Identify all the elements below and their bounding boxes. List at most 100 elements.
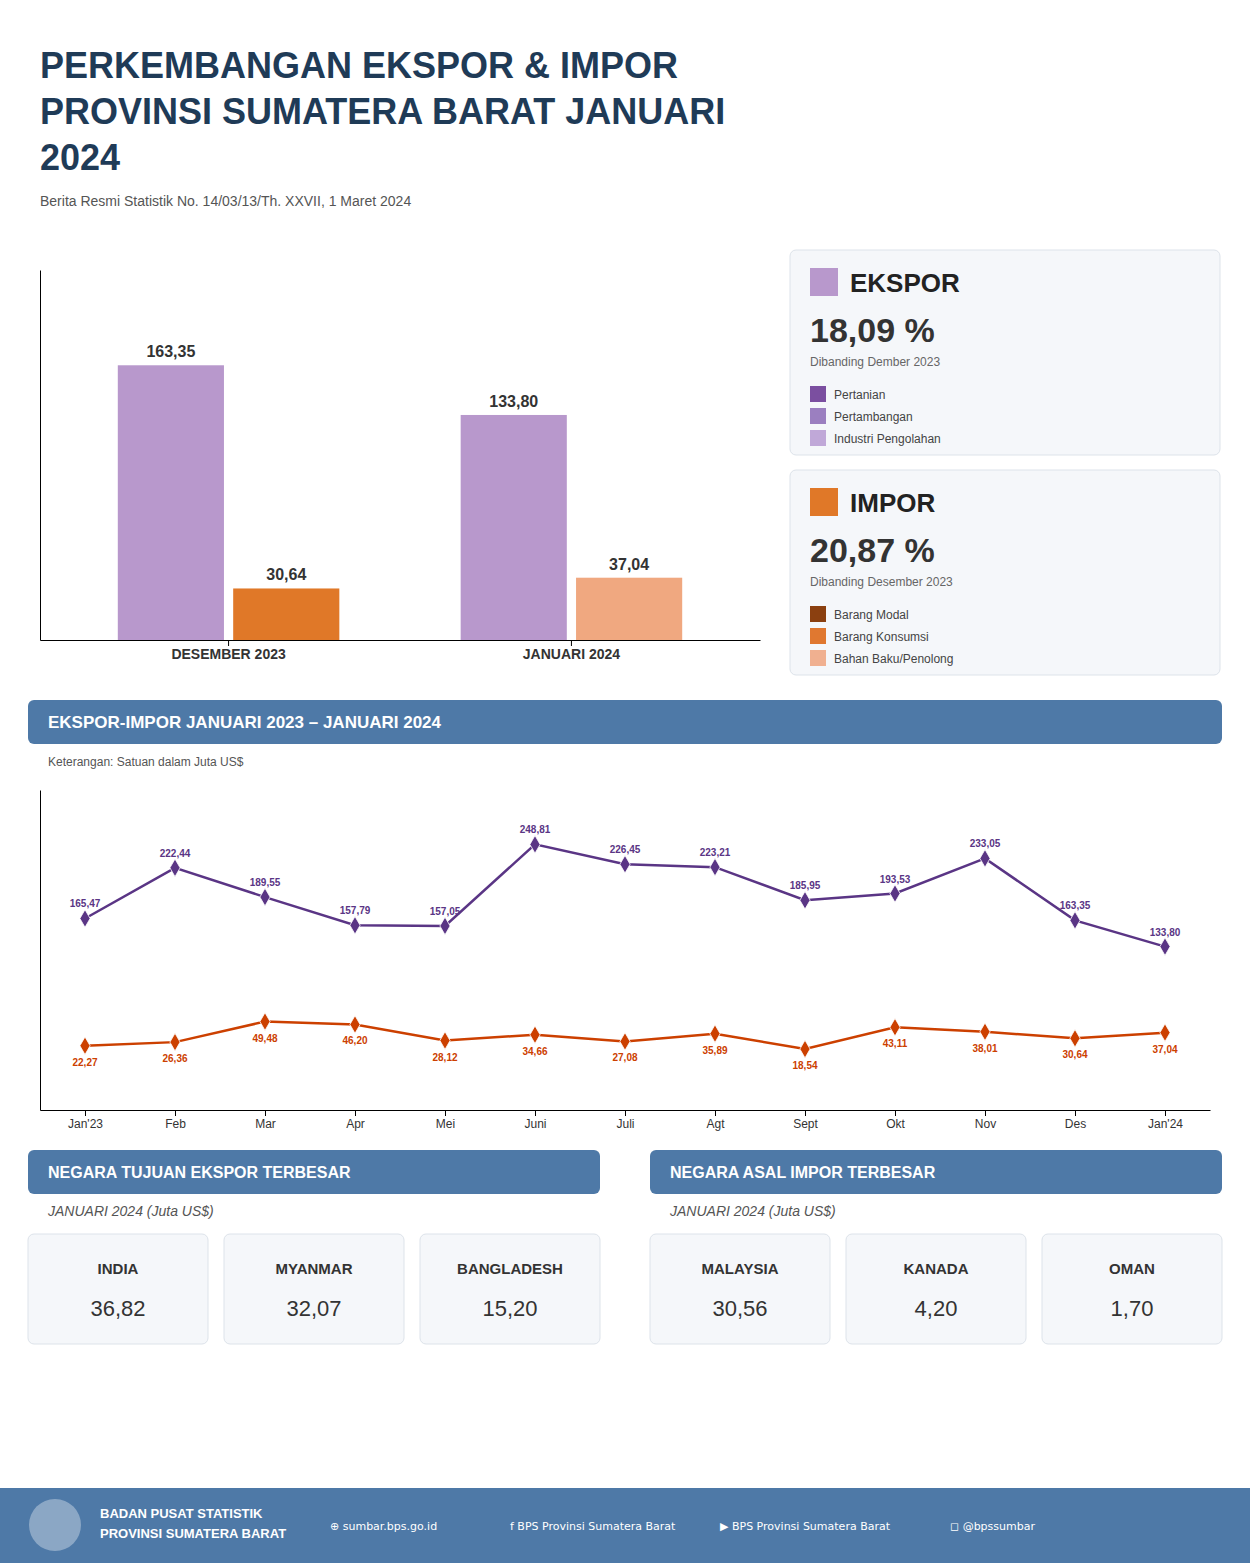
tick-label: Juni — [524, 1117, 546, 1131]
tick-mark — [625, 1110, 626, 1116]
data-label: 37,04 — [609, 556, 649, 573]
bar — [118, 365, 224, 640]
marker — [260, 1013, 270, 1031]
legend-entry: Industri Pengolahan — [834, 432, 941, 446]
data-label: 248,81 — [520, 824, 551, 835]
country-card — [420, 1234, 600, 1344]
bar — [461, 415, 567, 640]
tick-label: DESEMBER 2023 — [171, 646, 286, 662]
footer — [0, 1488, 1250, 1563]
marker — [1160, 938, 1170, 956]
data-label: 163,35 — [1060, 900, 1091, 911]
legend-entry: Pertanian — [834, 388, 885, 402]
tick-mark — [895, 1110, 896, 1116]
data-label: 233,05 — [970, 838, 1001, 849]
title: NEGARA ASAL IMPOR TERBESAR — [670, 1164, 936, 1181]
tick-label: Jan'24 — [1148, 1117, 1183, 1131]
marker — [620, 1033, 630, 1051]
country-card — [224, 1234, 404, 1344]
tick-mark — [85, 1110, 86, 1116]
subtitle: JANUARI 2024 (Juta US$) — [47, 1203, 214, 1219]
tick-label: Jan'23 — [68, 1117, 103, 1131]
y-axis — [40, 791, 41, 1111]
country-card — [846, 1234, 1026, 1344]
background — [0, 0, 1250, 1563]
tick: JANUARI 2024 — [523, 640, 620, 662]
data-label: 15,20 — [482, 1296, 537, 1321]
data-label: 133,80 — [1150, 927, 1181, 938]
line — [85, 844, 1165, 946]
bar — [233, 588, 339, 640]
title: EKSPOR-IMPOR JANUARI 2023 – JANUARI 2024 — [48, 713, 442, 732]
tick-label: Apr — [346, 1117, 365, 1131]
category-label: BANGLADESH — [457, 1260, 563, 1277]
tick-mark — [985, 1110, 986, 1116]
data-label: 35,89 — [702, 1045, 727, 1056]
marker — [890, 1018, 900, 1036]
data-label: 22,27 — [72, 1057, 97, 1068]
section-banner — [650, 1150, 1222, 1194]
category-label: OMAN — [1109, 1260, 1155, 1277]
data-label: 49,48 — [252, 1033, 277, 1044]
tick-mark — [535, 1110, 536, 1116]
marker — [170, 859, 180, 877]
subtitle: JANUARI 2024 (Juta US$) — [669, 1203, 836, 1219]
tick-mark — [805, 1110, 806, 1116]
data-label: 30,56 — [712, 1296, 767, 1321]
footer-link: f BPS Provinsi Sumatera Barat — [510, 1520, 676, 1533]
tick-label: Okt — [886, 1117, 905, 1131]
data-label: 30,64 — [1062, 1049, 1087, 1060]
x-axis: DESEMBER 2023 JANUARI 2024 — [41, 640, 761, 662]
tick: Jan'23 — [68, 1110, 103, 1131]
footer-text: BADAN PUSAT STATISTIK — [100, 1506, 263, 1521]
subtitle: Berita Resmi Statistik No. 14/03/13/Th. … — [40, 193, 411, 209]
tick-label: Juli — [616, 1117, 634, 1131]
series-swatch — [810, 488, 838, 516]
data-label: 26,36 — [162, 1053, 187, 1064]
marker — [710, 858, 720, 876]
data-label: 193,53 — [880, 874, 911, 885]
marker — [710, 1025, 720, 1043]
tick-mark — [445, 1110, 446, 1116]
tick: Nov — [975, 1110, 996, 1131]
data-label: 185,95 — [790, 880, 821, 891]
data-label: 189,55 — [250, 877, 281, 888]
annotation: 18,09 % — [810, 311, 935, 349]
marker — [800, 1040, 810, 1058]
marker — [440, 1032, 450, 1050]
section-banner — [28, 1150, 600, 1194]
tick: Okt — [886, 1110, 905, 1131]
annotation: 20,87 % — [810, 531, 935, 569]
title-line: PROVINSI SUMATERA BARAT JANUARI — [40, 91, 735, 132]
data-label: 37,04 — [1152, 1044, 1177, 1055]
tick-mark — [175, 1110, 176, 1116]
tick-label: JANUARI 2024 — [523, 646, 620, 662]
marker — [350, 1016, 360, 1034]
footer-text: PROVINSI SUMATERA BARAT — [100, 1526, 286, 1541]
title-line: 2024 — [40, 137, 120, 178]
category-label: MYANMAR — [276, 1260, 353, 1277]
tick-label: Mei — [436, 1117, 455, 1131]
marker — [1070, 1029, 1080, 1047]
y-axis — [40, 271, 41, 641]
legend-entry: Bahan Baku/Penolong — [834, 652, 953, 666]
tick-label: Agt — [706, 1117, 725, 1131]
data-label: 28,12 — [432, 1052, 457, 1063]
info-card — [790, 250, 1220, 455]
tick-label: Des — [1065, 1117, 1086, 1131]
tick: Juli — [616, 1110, 634, 1131]
data-label: 43,11 — [883, 1038, 908, 1049]
marker — [1070, 912, 1080, 930]
annotation: Dibanding Desember 2023 — [810, 575, 953, 589]
data-label: 34,66 — [522, 1046, 547, 1057]
x-axis-line — [41, 640, 761, 641]
marker — [170, 1033, 180, 1051]
data-label: 157,79 — [340, 905, 371, 916]
tick: Apr — [346, 1110, 365, 1131]
legend-entry: IMPOR — [850, 488, 935, 518]
tick-mark — [1165, 1110, 1166, 1116]
tick: Sept — [793, 1110, 818, 1131]
data-label: 223,21 — [700, 847, 731, 858]
country-card — [1042, 1234, 1222, 1344]
marker — [530, 836, 540, 854]
